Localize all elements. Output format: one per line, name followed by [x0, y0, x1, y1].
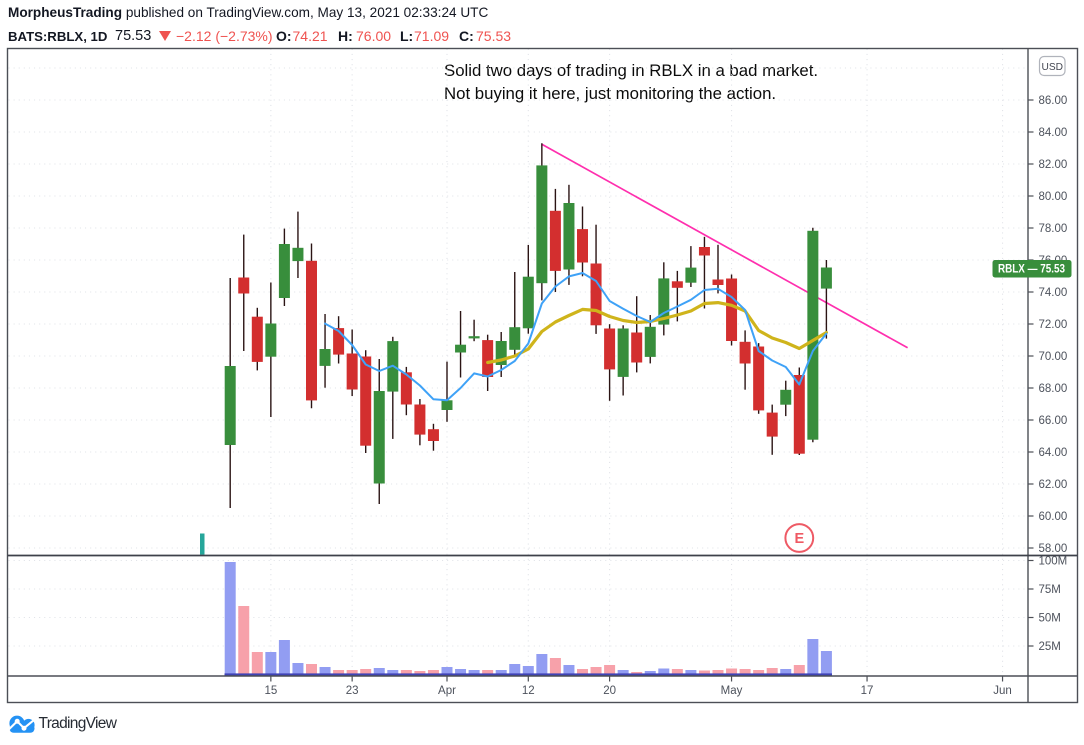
svg-text:82.00: 82.00: [1039, 159, 1068, 171]
svg-text:USD: USD: [1042, 62, 1064, 73]
svg-text:15: 15: [264, 685, 277, 697]
svg-text:May: May: [721, 685, 743, 697]
svg-text:80.00: 80.00: [1039, 191, 1068, 203]
svg-text:86.00: 86.00: [1039, 95, 1068, 107]
svg-text:Jun: Jun: [993, 685, 1012, 697]
svg-text:23: 23: [346, 685, 359, 697]
svg-text:70.00: 70.00: [1039, 351, 1068, 363]
svg-text:100M: 100M: [1039, 556, 1068, 568]
svg-text:20: 20: [603, 685, 616, 697]
svg-text:50M: 50M: [1039, 613, 1061, 625]
svg-text:66.00: 66.00: [1039, 415, 1068, 427]
svg-text:RBLX — 75.53: RBLX — 75.53: [998, 264, 1065, 276]
svg-text:58.00: 58.00: [1039, 543, 1068, 555]
svg-text:75M: 75M: [1039, 584, 1061, 596]
svg-text:72.00: 72.00: [1039, 319, 1068, 331]
svg-text:62.00: 62.00: [1039, 479, 1068, 491]
svg-text:Apr: Apr: [438, 685, 456, 697]
svg-text:84.00: 84.00: [1039, 127, 1068, 139]
svg-text:74.00: 74.00: [1039, 287, 1068, 299]
svg-text:68.00: 68.00: [1039, 383, 1068, 395]
svg-text:64.00: 64.00: [1039, 447, 1068, 459]
svg-text:E: E: [794, 531, 804, 547]
svg-text:60.00: 60.00: [1039, 511, 1068, 523]
svg-text:78.00: 78.00: [1039, 223, 1068, 235]
svg-text:25M: 25M: [1039, 641, 1061, 653]
svg-text:12: 12: [522, 685, 535, 697]
svg-text:17: 17: [861, 685, 874, 697]
